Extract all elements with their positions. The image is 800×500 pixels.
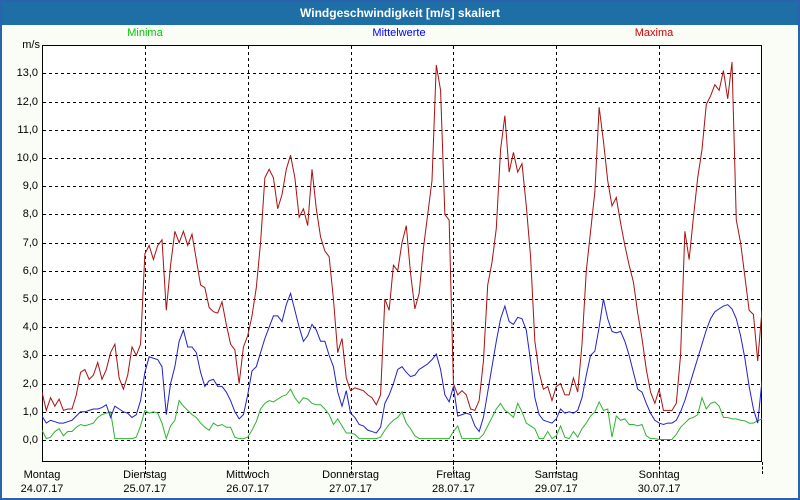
x-axis-tick bbox=[248, 462, 250, 474]
y-tick-label: 11,0 bbox=[17, 123, 38, 136]
x-axis-tick bbox=[556, 462, 558, 474]
y-tick-label: 0,0 bbox=[22, 434, 38, 446]
y-tick-label: 4,0 bbox=[22, 321, 38, 334]
day-label: Samstag 29.07.17 bbox=[506, 468, 606, 498]
day-label: Sonntag 30.07.17 bbox=[609, 468, 709, 498]
day-label: Freitag 28.07.17 bbox=[403, 468, 503, 498]
day-name: Sonntag bbox=[638, 469, 680, 481]
chart-svg bbox=[42, 45, 762, 462]
chart-title-bar: Windgeschwindigkeit [m/s] skaliert bbox=[2, 2, 798, 25]
day-name: Freitag bbox=[436, 469, 471, 481]
day-label: Mittwoch 26.07.17 bbox=[198, 468, 298, 498]
x-axis-tick bbox=[762, 462, 764, 474]
day-date: 28.07.17 bbox=[432, 483, 475, 495]
y-tick-label: 7,0 bbox=[22, 236, 38, 249]
day-label: Montag 24.07.17 bbox=[2, 468, 92, 498]
series-line-maxima bbox=[42, 62, 762, 413]
day-name: Mittwoch bbox=[226, 469, 270, 481]
y-tick-label: 5,0 bbox=[22, 293, 38, 305]
y-tick-label: 13,0 bbox=[16, 67, 38, 80]
day-date: 25.07.17 bbox=[123, 483, 167, 495]
day-name: Samstag bbox=[534, 469, 578, 481]
y-tick-label: 3,0 bbox=[22, 349, 38, 362]
chart-title: Windgeschwindigkeit [m/s] skaliert bbox=[300, 5, 500, 20]
day-date: 24.07.17 bbox=[20, 483, 64, 495]
day-name: Donnerstag bbox=[322, 469, 379, 481]
x-axis-tick bbox=[659, 462, 661, 474]
series-line-minima bbox=[42, 388, 762, 441]
day-name: Montag bbox=[23, 469, 61, 481]
legend-minima: Minima bbox=[127, 27, 163, 39]
y-tick-label: 12,0 bbox=[16, 95, 38, 108]
y-tick-label: 2,0 bbox=[22, 377, 38, 390]
y-tick-label: 1,0 bbox=[22, 405, 38, 418]
day-date: 27.07.17 bbox=[329, 483, 372, 495]
series-line-mittelwerte bbox=[42, 291, 762, 434]
x-axis-tick bbox=[351, 462, 353, 474]
day-date: 26.07.17 bbox=[226, 483, 270, 495]
y-tick-label: 6,0 bbox=[22, 264, 38, 277]
x-axis-tick bbox=[453, 462, 455, 474]
day-label: Dienstag 25.07.17 bbox=[95, 468, 195, 498]
y-tick-label: 10,0 bbox=[16, 152, 38, 164]
x-axis-tick bbox=[145, 462, 147, 474]
y-tick-label: 9,0 bbox=[22, 180, 38, 193]
day-date: 30.07.17 bbox=[637, 483, 681, 495]
y-axis-unit: m/s bbox=[22, 39, 40, 51]
legend-mittelwerte: Mittelwerte bbox=[372, 27, 426, 39]
plot-area bbox=[42, 45, 762, 462]
y-tick-label: 8,0 bbox=[22, 208, 38, 221]
day-date: 29.07.17 bbox=[534, 483, 578, 495]
legend-maxima: Maxima bbox=[634, 27, 674, 39]
day-label: Donnerstag 27.07.17 bbox=[301, 468, 401, 498]
day-name: Dienstag bbox=[123, 469, 167, 481]
